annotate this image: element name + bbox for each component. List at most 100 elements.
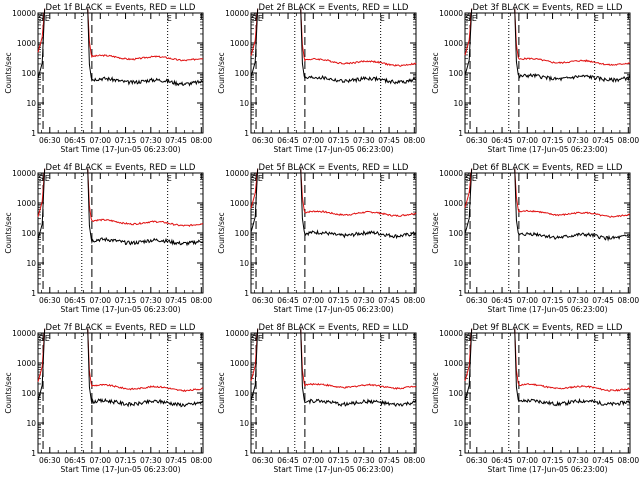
x-tick-label: 08:00 [191,136,213,145]
x-axis-label: Start Time (17-Jun-05 06:23:00) [61,305,181,314]
x-tick-label: 07:00 [302,456,324,465]
y-tick-label: 1 [244,289,249,298]
lld-series-line [37,8,204,62]
x-tick-label: 07:45 [165,136,187,145]
plot-frame [250,332,417,454]
x-axis-label: Start Time (17-Jun-05 06:23:00) [61,465,181,474]
y-tick-label: 100 [449,229,464,238]
x-tick-label: 07:45 [165,296,187,305]
x-axis-label: Start Time (17-Jun-05 06:23:00) [488,465,608,474]
y-tick-label: 100 [449,69,464,78]
y-tick-label: 10 [239,259,249,268]
plot-frame [464,332,631,454]
chart-title: Det 6f BLACK = Events, RED = LLD [473,163,623,173]
y-tick-label: 10000 [225,9,249,18]
lld-series-line [464,8,631,66]
chart-panel-5: Det 5f BLACK = Events, RED = LLD 1 10 100 10… [217,163,425,314]
chart-panel-4: Det 4f BLACK = Events, RED = LLD 1 10 100 10… [4,163,212,314]
plot-frame [250,12,417,134]
chart-title: Det 7f BLACK = Events, RED = LLD [46,323,196,333]
end-marker: E [258,334,263,343]
lld-series-line [250,328,417,390]
lld-series-line [464,168,631,218]
x-axis-label: Start Time (17-Jun-05 06:23:00) [488,145,608,154]
plot-frame [250,172,417,294]
x-tick-label: 07:30 [567,456,589,465]
x-tick-label: 08:00 [404,456,426,465]
end-marker: E [472,334,477,343]
x-tick-label: 06:30 [252,136,274,145]
chart-panel-7: Det 7f BLACK = Events, RED = LLD 1 10 100 10… [4,323,212,474]
x-tick-label: 06:45 [277,296,299,305]
start-marker: S [465,334,470,343]
x-tick-label: 07:45 [378,456,400,465]
y-axis-label: Counts/sec [4,372,13,413]
y-tick-label: 1 [244,449,249,458]
start-marker: S [38,14,43,23]
x-tick-label: 08:00 [191,296,213,305]
y-tick-label: 10 [26,419,36,428]
y-tick-label: 1 [31,449,36,458]
x-tick-label: 07:45 [378,296,400,305]
end-marker-2: E [167,174,172,183]
end-marker: E [258,174,263,183]
y-tick-label: 10 [453,259,463,268]
y-axis-label: Counts/sec [4,212,13,253]
x-tick-label: 07:30 [140,296,162,305]
x-tick-label: 07:15 [115,136,137,145]
end-marker-2: E [380,14,385,23]
x-tick-label: 07:30 [567,136,589,145]
start-marker: S [251,334,256,343]
lld-series-line [250,8,417,67]
y-tick-label: 1000 [17,359,36,368]
x-tick-label: 07:30 [140,456,162,465]
events-series-line [250,328,417,408]
y-tick-label: 1 [458,449,463,458]
y-tick-label: 1000 [17,39,36,48]
plot-frame [37,172,204,294]
y-tick-label: 10000 [225,169,249,178]
x-tick-label: 06:45 [64,296,86,305]
y-tick-label: 100 [449,389,464,398]
x-tick-label: 06:45 [277,456,299,465]
y-tick-label: 1000 [444,359,463,368]
x-tick-label: 07:00 [516,136,538,145]
y-tick-label: 1 [31,289,36,298]
start-marker: S [251,14,256,23]
x-tick-label: 07:00 [302,296,324,305]
chart-title: Det 4f BLACK = Events, RED = LLD [46,163,196,173]
x-tick-label: 07:00 [89,296,111,305]
y-tick-label: 10000 [12,169,36,178]
end-marker: E [258,14,263,23]
x-tick-label: 06:45 [277,136,299,145]
x-tick-label: 07:00 [89,456,111,465]
x-tick-label: 07:30 [353,456,375,465]
x-tick-label: 06:30 [39,136,61,145]
x-tick-label: 07:00 [302,136,324,145]
chart-panel-6: Det 6f BLACK = Events, RED = LLD 1 10 100 10… [431,163,639,314]
events-series-line [464,168,631,242]
x-tick-label: 07:30 [353,296,375,305]
chart-title: Det 9f BLACK = Events, RED = LLD [473,323,623,333]
y-tick-label: 1000 [444,199,463,208]
events-series-line [250,8,417,85]
x-tick-label: 07:15 [328,296,350,305]
x-tick-label: 08:00 [618,456,640,465]
start-marker: S [251,174,256,183]
y-tick-label: 10 [26,99,36,108]
y-tick-label: 1000 [17,199,36,208]
chart-title: Det 3f BLACK = Events, RED = LLD [473,3,623,13]
x-tick-label: 07:00 [89,136,111,145]
plot-frame [464,12,631,134]
end-marker-2: E [594,334,599,343]
end-marker-2: E [380,174,385,183]
x-tick-label: 07:00 [516,456,538,465]
x-tick-label: 07:15 [542,136,564,145]
x-tick-label: 07:15 [542,456,564,465]
plot-frame [464,172,631,294]
x-tick-label: 06:30 [252,456,274,465]
events-series-line [250,168,416,240]
y-tick-label: 100 [235,389,250,398]
x-tick-label: 07:15 [542,296,564,305]
